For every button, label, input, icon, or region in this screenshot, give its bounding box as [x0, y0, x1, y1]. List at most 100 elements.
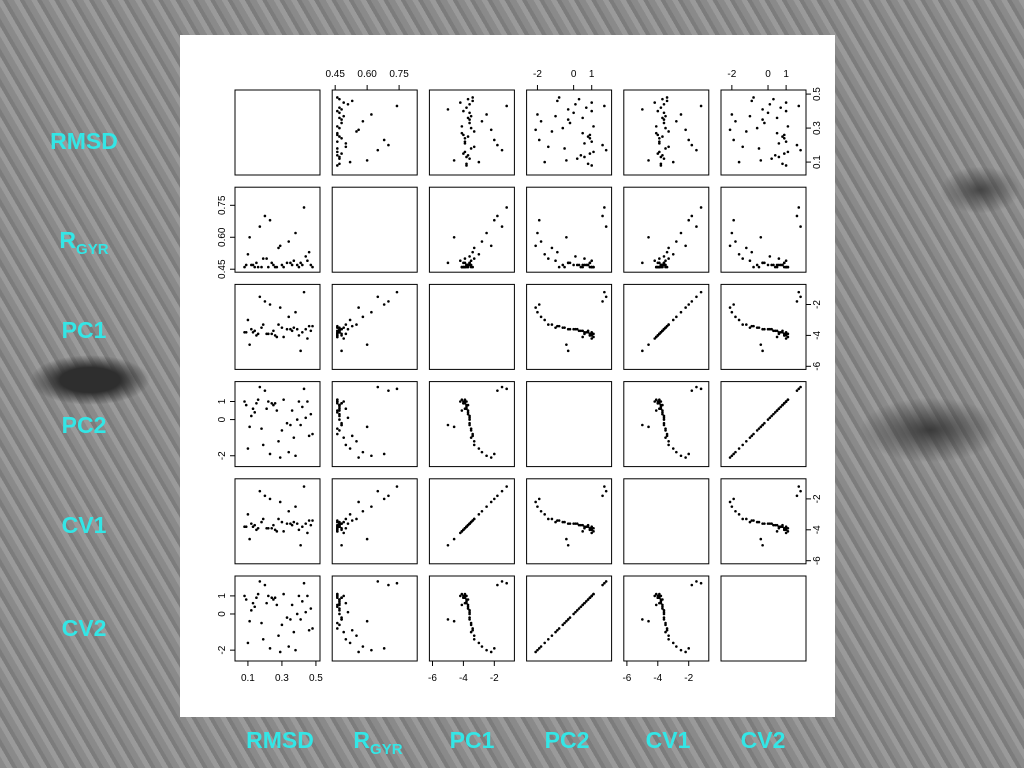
point [382, 138, 386, 142]
point [336, 621, 339, 625]
point [295, 612, 299, 616]
point [661, 605, 664, 609]
point [376, 489, 380, 493]
point [675, 645, 678, 648]
point [684, 244, 687, 248]
point [537, 303, 541, 306]
point [285, 327, 289, 331]
point [469, 623, 473, 627]
point [248, 235, 251, 239]
point [786, 150, 790, 154]
point [732, 452, 735, 456]
point [306, 400, 309, 403]
y-tick-label: 0 [217, 416, 228, 422]
point [581, 523, 584, 527]
point [302, 485, 306, 488]
point [463, 400, 467, 403]
point [260, 520, 263, 524]
point [784, 109, 788, 113]
point [270, 332, 274, 336]
point [737, 513, 741, 516]
point [338, 612, 341, 616]
point [773, 523, 777, 527]
point [679, 231, 683, 235]
point [784, 531, 788, 535]
point [370, 648, 373, 652]
point [282, 265, 285, 269]
point [728, 244, 732, 248]
point [592, 526, 595, 530]
point [268, 647, 272, 650]
point [590, 164, 594, 167]
point [357, 128, 360, 132]
point [342, 326, 346, 329]
point [306, 259, 309, 262]
point [338, 598, 341, 601]
point [561, 520, 565, 524]
point [543, 160, 546, 164]
point [496, 214, 499, 218]
point [469, 621, 473, 625]
point [346, 522, 350, 525]
point [465, 403, 468, 407]
point [468, 616, 471, 619]
point [775, 335, 779, 339]
point [550, 517, 554, 521]
point [282, 398, 285, 401]
point [336, 164, 339, 167]
point [336, 596, 339, 600]
panel [526, 186, 613, 273]
point [786, 526, 790, 530]
point [728, 456, 732, 459]
point [592, 530, 595, 533]
point [659, 405, 663, 409]
label-text: CV1 [646, 727, 691, 753]
point [468, 423, 471, 427]
point [365, 343, 369, 346]
point [465, 598, 468, 601]
point [734, 240, 737, 243]
point [667, 637, 670, 641]
point [246, 447, 250, 450]
panel [526, 89, 613, 176]
point [584, 106, 588, 109]
point [579, 605, 583, 609]
point [287, 315, 291, 319]
point [244, 525, 248, 529]
point [253, 523, 257, 527]
point [463, 140, 467, 143]
point [699, 104, 703, 108]
point [267, 400, 270, 403]
point [468, 421, 471, 425]
point [536, 113, 539, 116]
point [452, 159, 456, 162]
point [755, 429, 759, 432]
point [575, 263, 579, 267]
point [253, 605, 257, 609]
point [556, 324, 559, 328]
point [661, 153, 664, 157]
point [583, 263, 586, 267]
point [338, 116, 341, 120]
point [459, 594, 462, 598]
point [340, 618, 343, 621]
row-label: PC1 [62, 317, 107, 343]
x-tick-label: 0.3 [275, 673, 289, 684]
point [307, 519, 311, 522]
point [782, 402, 786, 405]
point [539, 509, 543, 513]
point [485, 113, 488, 116]
point [557, 324, 561, 328]
point [253, 411, 257, 414]
point [561, 623, 565, 627]
point [460, 125, 464, 128]
panel [526, 283, 613, 370]
point [273, 265, 277, 269]
point [344, 323, 348, 326]
point [338, 412, 341, 416]
label-text: RMSD [246, 727, 314, 753]
point [265, 407, 268, 411]
point [786, 530, 790, 533]
point [732, 138, 735, 142]
point [772, 523, 775, 527]
